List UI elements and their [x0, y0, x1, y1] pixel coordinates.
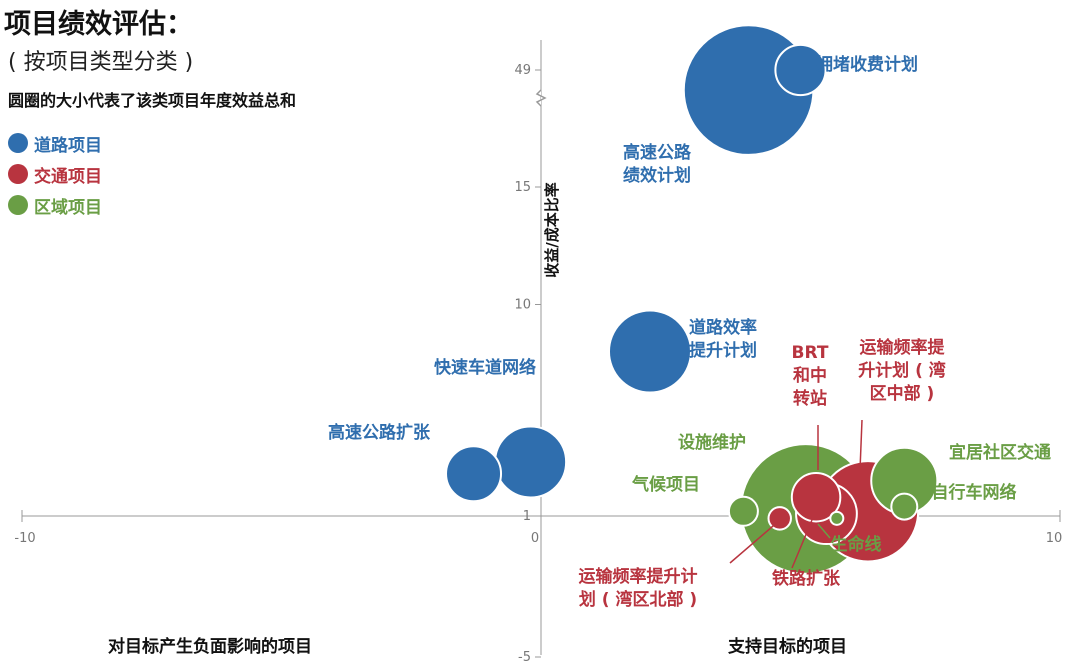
- leader-line: [729, 519, 781, 564]
- bubble-label: BRT 和中转站: [792, 343, 829, 409]
- positive-projects-caption: 支持目标的项目: [728, 637, 847, 657]
- y-tick-label: 1: [523, 509, 531, 524]
- bubble: [767, 506, 792, 531]
- bubble-label: 运输频率提升计划 ( 湾区北部 ): [579, 566, 698, 610]
- bubble: [445, 445, 503, 503]
- bubble-label: 生命线: [831, 534, 882, 555]
- chart-subtitle: ( 按项目类型分类 ): [8, 50, 194, 75]
- bubble-label: 运输频率提升计划 ( 湾区中部 ): [858, 337, 946, 404]
- bubble-label: 设施维护: [678, 432, 746, 453]
- bubble: [790, 471, 842, 523]
- bubble: [607, 309, 692, 394]
- legend-dot-icon: [8, 195, 28, 215]
- y-axis-label: 收益/成本比率: [543, 182, 561, 277]
- bubble-label: 高速公路扩张: [328, 422, 431, 443]
- bubble-label: 高速公路绩效计划: [623, 142, 692, 186]
- y-tick-label: 49: [514, 63, 531, 78]
- legend-label: 区域项目: [34, 197, 102, 218]
- bubble: [829, 510, 845, 526]
- legend-dot-icon: [8, 133, 28, 153]
- legend-label: 交通项目: [34, 166, 102, 187]
- legend-label: 道路项目: [34, 135, 102, 156]
- legend-item-regional: 区域项目: [8, 194, 102, 218]
- negative-projects-caption: 对目标产生负面影响的项目: [108, 637, 312, 657]
- bubble-size-note: 圆圈的大小代表了该类项目年度效益总和: [8, 91, 297, 110]
- chart-title: 项目绩效评估：: [4, 9, 193, 40]
- bubble-label: 道路效率提升计划: [689, 317, 757, 361]
- legend-item-road: 道路项目: [8, 132, 102, 156]
- y-axis-break: [535, 89, 547, 107]
- bubble-label: 自行车网络: [932, 482, 1017, 503]
- legend-item-transit: 交通项目: [8, 163, 102, 187]
- leader-line: [859, 419, 863, 471]
- y-tick-label: 15: [514, 180, 531, 195]
- y-tick-label: 10: [514, 298, 531, 313]
- bubble: [774, 43, 827, 97]
- leader-line: [791, 519, 813, 569]
- x-tick-label: -10: [14, 531, 35, 546]
- bubble-label: 快速车道网络: [434, 357, 536, 378]
- bubble-label: 拥堵收费计划: [816, 54, 918, 75]
- bubble-label: 气候项目: [631, 474, 700, 495]
- bubble: [494, 425, 568, 499]
- leader-line: [817, 523, 831, 539]
- y-tick-label: -5: [518, 650, 531, 663]
- x-tick-label: 10: [1046, 531, 1063, 546]
- bubble-label: 宜居社区交通: [949, 442, 1051, 463]
- x-tick-label: 0: [531, 531, 539, 546]
- bubble-label: 铁路扩张: [772, 568, 841, 589]
- bubble: [890, 492, 919, 521]
- legend-dot-icon: [8, 164, 28, 184]
- bubble: [727, 495, 759, 527]
